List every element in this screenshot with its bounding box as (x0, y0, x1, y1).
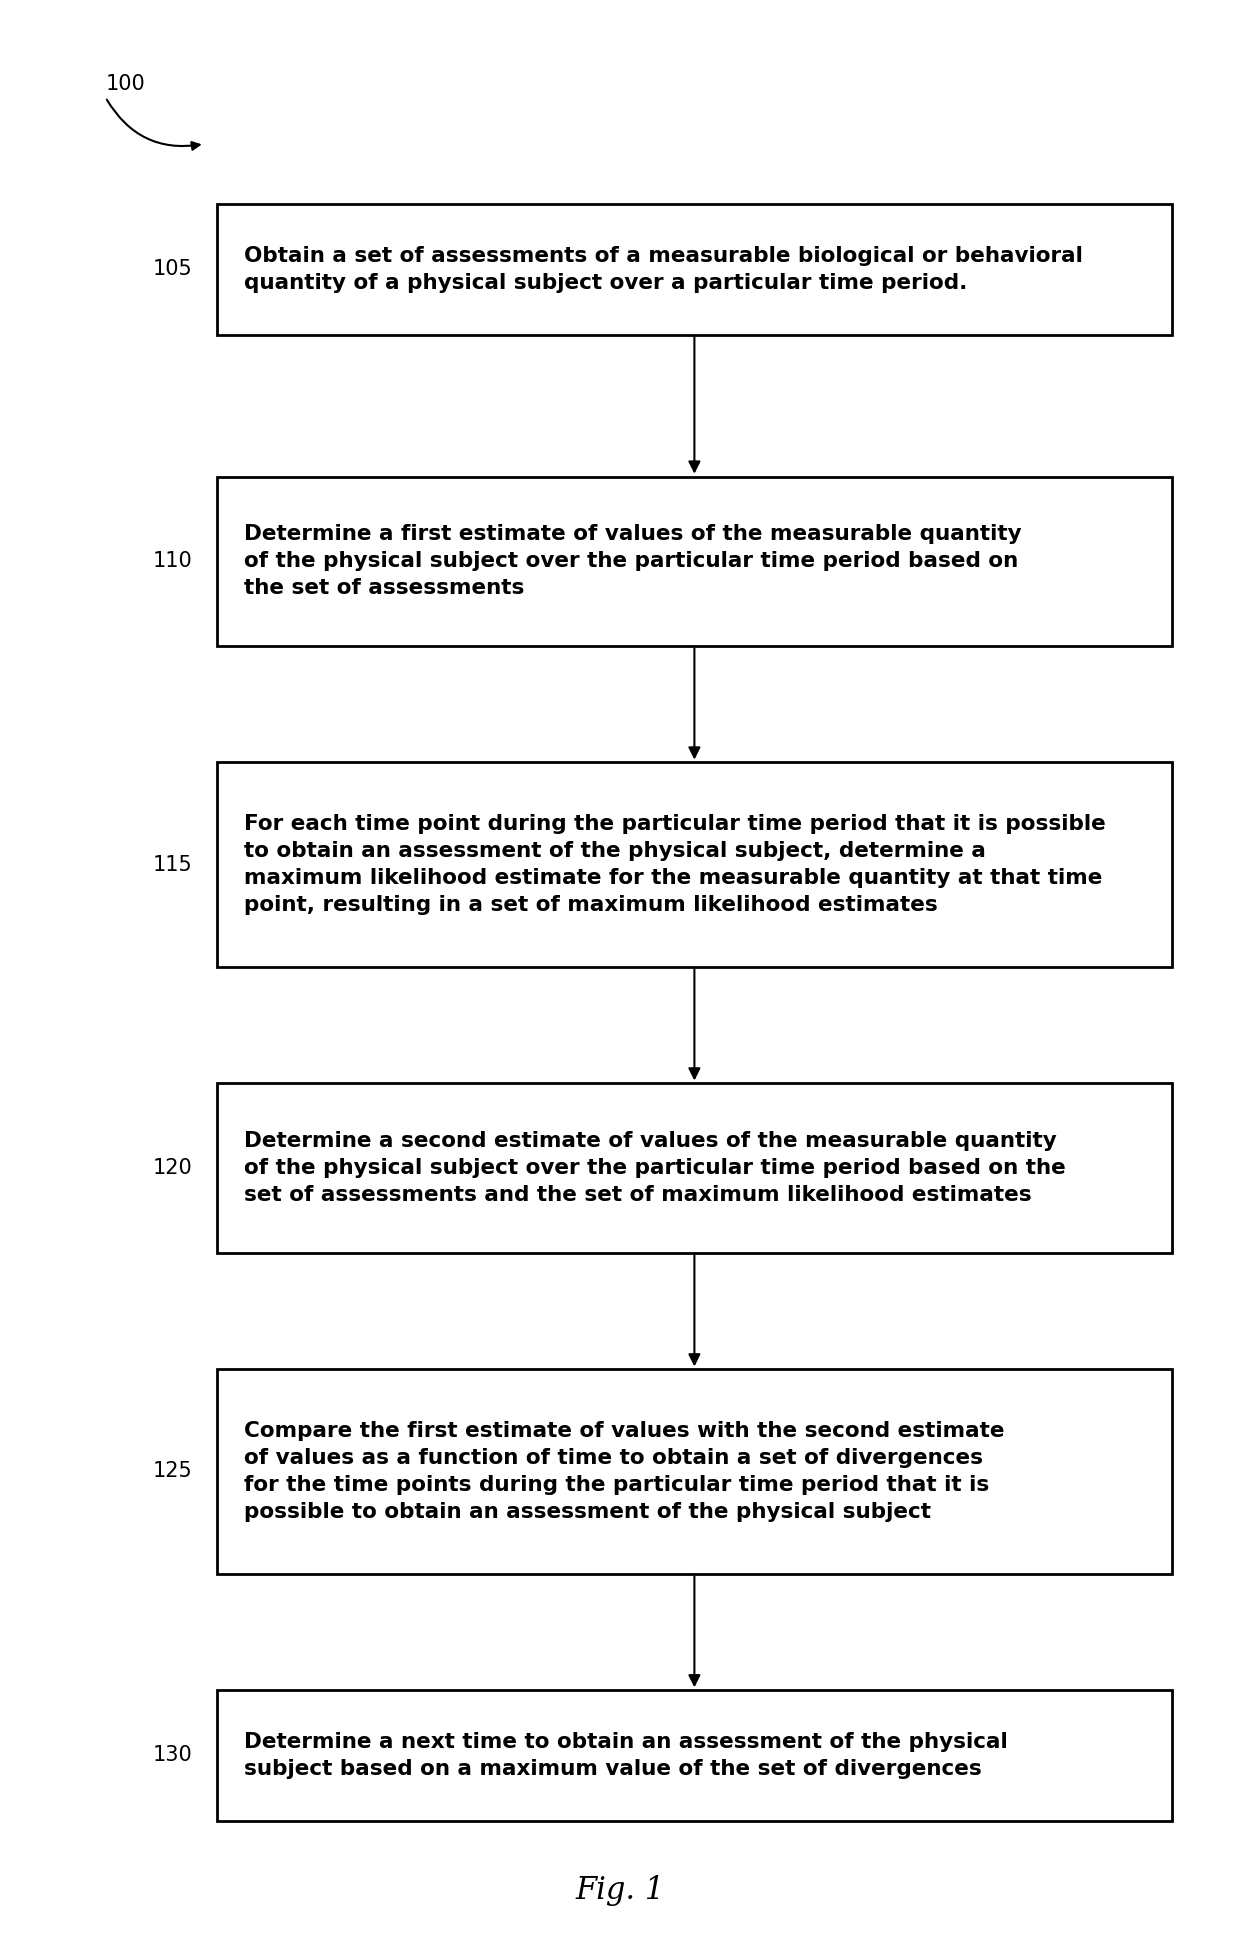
Text: 105: 105 (153, 259, 192, 280)
FancyBboxPatch shape (217, 477, 1172, 646)
FancyBboxPatch shape (217, 204, 1172, 335)
Text: 110: 110 (153, 550, 192, 572)
Text: Determine a next time to obtain an assessment of the physical
subject based on a: Determine a next time to obtain an asses… (244, 1731, 1008, 1780)
Text: Determine a second estimate of values of the measurable quantity
of the physical: Determine a second estimate of values of… (244, 1130, 1066, 1206)
FancyBboxPatch shape (217, 1690, 1172, 1821)
Text: 120: 120 (153, 1157, 192, 1179)
Text: 130: 130 (153, 1745, 192, 1766)
Text: Determine a first estimate of values of the measurable quantity
of the physical : Determine a first estimate of values of … (244, 523, 1022, 599)
Text: Obtain a set of assessments of a measurable biological or behavioral
quantity of: Obtain a set of assessments of a measura… (244, 245, 1084, 294)
Text: Fig. 1: Fig. 1 (575, 1875, 665, 1906)
Text: For each time point during the particular time period that it is possible
to obt: For each time point during the particula… (244, 813, 1106, 916)
Text: 100: 100 (105, 74, 145, 93)
FancyBboxPatch shape (217, 762, 1172, 967)
Text: 115: 115 (153, 854, 192, 875)
FancyBboxPatch shape (217, 1083, 1172, 1253)
Text: 125: 125 (153, 1461, 192, 1482)
FancyBboxPatch shape (217, 1369, 1172, 1574)
Text: Compare the first estimate of values with the second estimate
of values as a fun: Compare the first estimate of values wit… (244, 1420, 1004, 1523)
